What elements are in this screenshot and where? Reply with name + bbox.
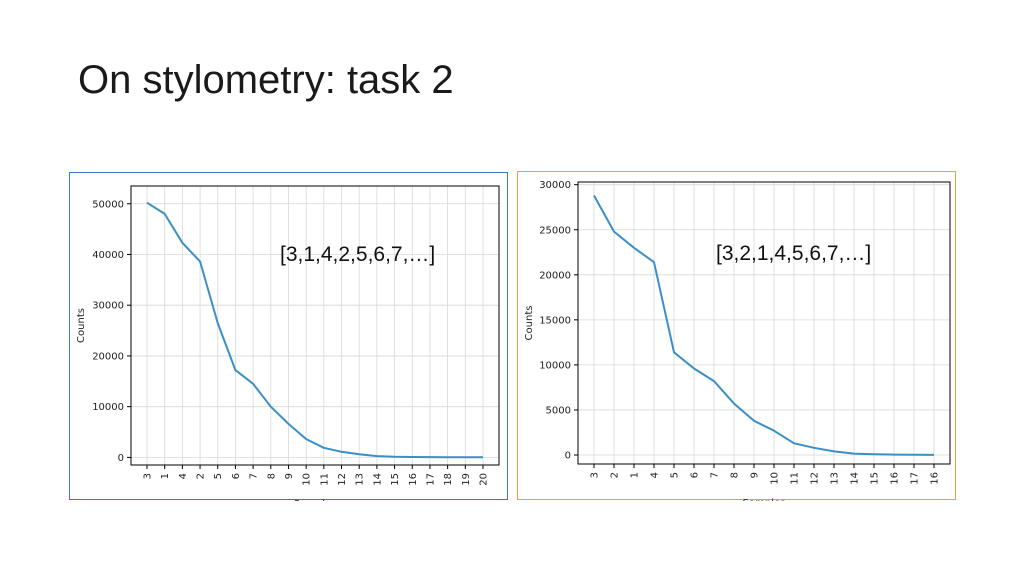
y-tick-label: 0 [565, 450, 571, 461]
series-line [593, 195, 935, 456]
chart-right: 0 5000 10000 15000 20000 25000 30000 3 2 1 4 5 6 7 8 9 1… [517, 171, 956, 501]
y-tick-label: 30000 [92, 301, 124, 312]
x-axis-label: Samples [294, 499, 337, 501]
y-tick-label: 0 [118, 453, 124, 464]
x-tick-label: 8 [730, 472, 741, 478]
x-tick-label: 4 [178, 473, 189, 479]
plot-area [130, 185, 500, 466]
x-tick-label: 3 [590, 472, 601, 478]
x-tick-label: 1 [160, 473, 171, 479]
x-tick-label: 11 [319, 473, 330, 486]
x-tick-label: 10 [770, 472, 781, 485]
x-tick-label: 8 [266, 473, 277, 479]
x-tick-label: 1 [630, 472, 641, 478]
x-tick-label: 2 [196, 473, 207, 479]
y-tick-label: 20000 [539, 270, 571, 281]
x-tick-label: 12 [337, 473, 348, 486]
x-tick-label: 15 [390, 473, 401, 486]
x-tick-label: 6 [690, 472, 701, 478]
x-tick-label: 16 [890, 472, 901, 485]
x-tick-label: 4 [650, 472, 661, 478]
x-tick-label: 14 [850, 472, 861, 485]
x-tick-label: 7 [249, 473, 260, 479]
x-tick-label: 9 [750, 472, 761, 478]
y-tick-label: 25000 [539, 225, 571, 236]
y-tick-label: 50000 [92, 199, 124, 210]
x-tick-label: 20 [479, 473, 490, 486]
x-tick-label: 12 [810, 472, 821, 485]
x-tick-label: 9 [284, 473, 295, 479]
y-tick-label: 20000 [92, 351, 124, 362]
y-tick-label: 30000 [539, 180, 571, 191]
x-tick-label: 15 [870, 472, 881, 485]
chart-left: 0 10000 20000 30000 40000 50000 3 1 4 2 5 6 7 8 9 10 11 1… [69, 172, 508, 501]
y-tick-label: 10000 [92, 402, 124, 413]
x-tick-label: 5 [670, 472, 681, 478]
x-tick-label: 16 [408, 473, 419, 486]
x-tick-label: 14 [372, 473, 383, 486]
x-tick-label: 6 [231, 473, 242, 479]
plot-area [577, 181, 951, 465]
x-tick-label: 16 [930, 472, 941, 485]
series-line [146, 201, 484, 459]
x-tick-label: 17 [910, 472, 921, 485]
x-tick-label: 13 [355, 473, 366, 486]
x-tick-label: 7 [710, 472, 721, 478]
x-tick-label: 3 [143, 473, 154, 479]
x-tick-label: 10 [302, 473, 313, 486]
x-tick-label: 13 [830, 472, 841, 485]
y-tick-label: 10000 [539, 360, 571, 371]
chart-left-annotation: [3,1,4,2,5,6,7,…] [280, 243, 436, 266]
y-tick-label: 15000 [539, 315, 571, 326]
slide-title: On stylometry: task 2 [78, 58, 454, 102]
x-tick-label: 11 [790, 472, 801, 485]
x-tick-label: 17 [425, 473, 436, 486]
chart-right-annotation: [3,2,1,4,5,6,7,…] [716, 242, 872, 265]
y-tick-label: 40000 [92, 250, 124, 261]
x-axis-label: Samples [743, 498, 786, 501]
y-axis-label: Counts [524, 306, 535, 341]
y-tick-label: 5000 [546, 405, 571, 416]
x-tick-label: 2 [610, 472, 621, 478]
x-tick-label: 19 [461, 473, 472, 486]
x-tick-label: 5 [213, 473, 224, 479]
y-axis-label: Counts [76, 308, 87, 343]
x-tick-label: 18 [443, 473, 454, 486]
